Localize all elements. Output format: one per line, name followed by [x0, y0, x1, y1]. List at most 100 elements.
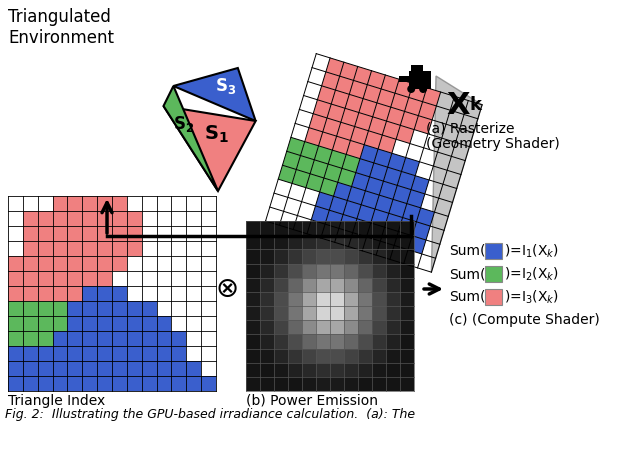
- Polygon shape: [278, 165, 296, 183]
- Bar: [316, 264, 330, 278]
- Bar: [127, 301, 141, 316]
- Polygon shape: [374, 149, 392, 167]
- Polygon shape: [357, 205, 375, 223]
- Bar: [38, 346, 52, 361]
- Bar: [23, 256, 38, 271]
- Bar: [260, 249, 274, 264]
- Bar: [386, 221, 400, 235]
- Bar: [83, 301, 97, 316]
- Bar: [288, 377, 302, 391]
- Polygon shape: [343, 200, 361, 218]
- Bar: [97, 331, 112, 346]
- Polygon shape: [367, 223, 385, 241]
- Polygon shape: [296, 156, 314, 174]
- Bar: [83, 316, 97, 331]
- Bar: [260, 264, 274, 278]
- Bar: [288, 292, 302, 306]
- Bar: [344, 235, 358, 249]
- Bar: [386, 292, 400, 306]
- Bar: [127, 376, 141, 391]
- Bar: [97, 196, 112, 211]
- Bar: [157, 376, 172, 391]
- Bar: [83, 226, 97, 241]
- Polygon shape: [408, 236, 426, 254]
- Bar: [358, 235, 372, 249]
- Bar: [172, 376, 186, 391]
- Bar: [316, 221, 330, 235]
- Bar: [52, 301, 67, 316]
- Bar: [52, 286, 67, 301]
- Polygon shape: [401, 158, 419, 176]
- Polygon shape: [407, 189, 425, 208]
- Polygon shape: [411, 176, 429, 194]
- Bar: [330, 334, 344, 348]
- Bar: [127, 241, 141, 256]
- Bar: [201, 376, 216, 391]
- Bar: [400, 306, 414, 320]
- Bar: [246, 221, 414, 391]
- Bar: [260, 306, 274, 320]
- Polygon shape: [332, 90, 349, 108]
- Text: $\mathbf{S_3}$: $\mathbf{S_3}$: [215, 76, 237, 96]
- Bar: [358, 292, 372, 306]
- Bar: [412, 65, 423, 71]
- Bar: [302, 377, 316, 391]
- Bar: [112, 196, 127, 211]
- Polygon shape: [330, 196, 348, 214]
- Bar: [302, 292, 316, 306]
- Bar: [358, 320, 372, 334]
- Bar: [246, 377, 260, 391]
- Bar: [83, 271, 97, 286]
- Bar: [358, 377, 372, 391]
- Bar: [288, 320, 302, 334]
- Bar: [97, 361, 112, 376]
- Polygon shape: [353, 218, 371, 237]
- Bar: [330, 292, 344, 306]
- Polygon shape: [409, 83, 427, 102]
- Bar: [246, 278, 260, 292]
- Bar: [409, 71, 431, 89]
- Bar: [358, 334, 372, 348]
- Bar: [274, 221, 288, 235]
- Bar: [97, 316, 112, 331]
- Bar: [288, 221, 302, 235]
- Polygon shape: [422, 88, 440, 106]
- Text: Sum(: Sum(: [449, 290, 485, 304]
- Bar: [386, 334, 400, 348]
- Bar: [302, 249, 316, 264]
- Bar: [246, 221, 260, 235]
- Bar: [67, 211, 83, 226]
- Bar: [112, 241, 127, 256]
- Polygon shape: [311, 206, 330, 224]
- Bar: [52, 346, 67, 361]
- Bar: [358, 363, 372, 377]
- Polygon shape: [369, 117, 387, 135]
- Bar: [344, 278, 358, 292]
- Bar: [344, 221, 358, 235]
- Bar: [246, 363, 260, 377]
- Bar: [23, 316, 38, 331]
- Bar: [274, 320, 288, 334]
- Text: $\otimes$: $\otimes$: [214, 275, 237, 303]
- Bar: [38, 211, 52, 226]
- Bar: [330, 348, 344, 363]
- Bar: [274, 348, 288, 363]
- Bar: [186, 376, 201, 391]
- Bar: [157, 361, 172, 376]
- Bar: [127, 226, 141, 241]
- Bar: [302, 363, 316, 377]
- Bar: [400, 235, 414, 249]
- Bar: [23, 331, 38, 346]
- FancyBboxPatch shape: [484, 289, 502, 305]
- Bar: [246, 264, 260, 278]
- Polygon shape: [383, 167, 401, 185]
- Bar: [186, 361, 201, 376]
- Bar: [386, 235, 400, 249]
- Text: )=I$_3$(X$_k$): )=I$_3$(X$_k$): [504, 288, 559, 306]
- Bar: [52, 376, 67, 391]
- Bar: [8, 361, 23, 376]
- Bar: [83, 241, 97, 256]
- Bar: [141, 361, 157, 376]
- Polygon shape: [393, 185, 411, 204]
- Polygon shape: [363, 85, 381, 103]
